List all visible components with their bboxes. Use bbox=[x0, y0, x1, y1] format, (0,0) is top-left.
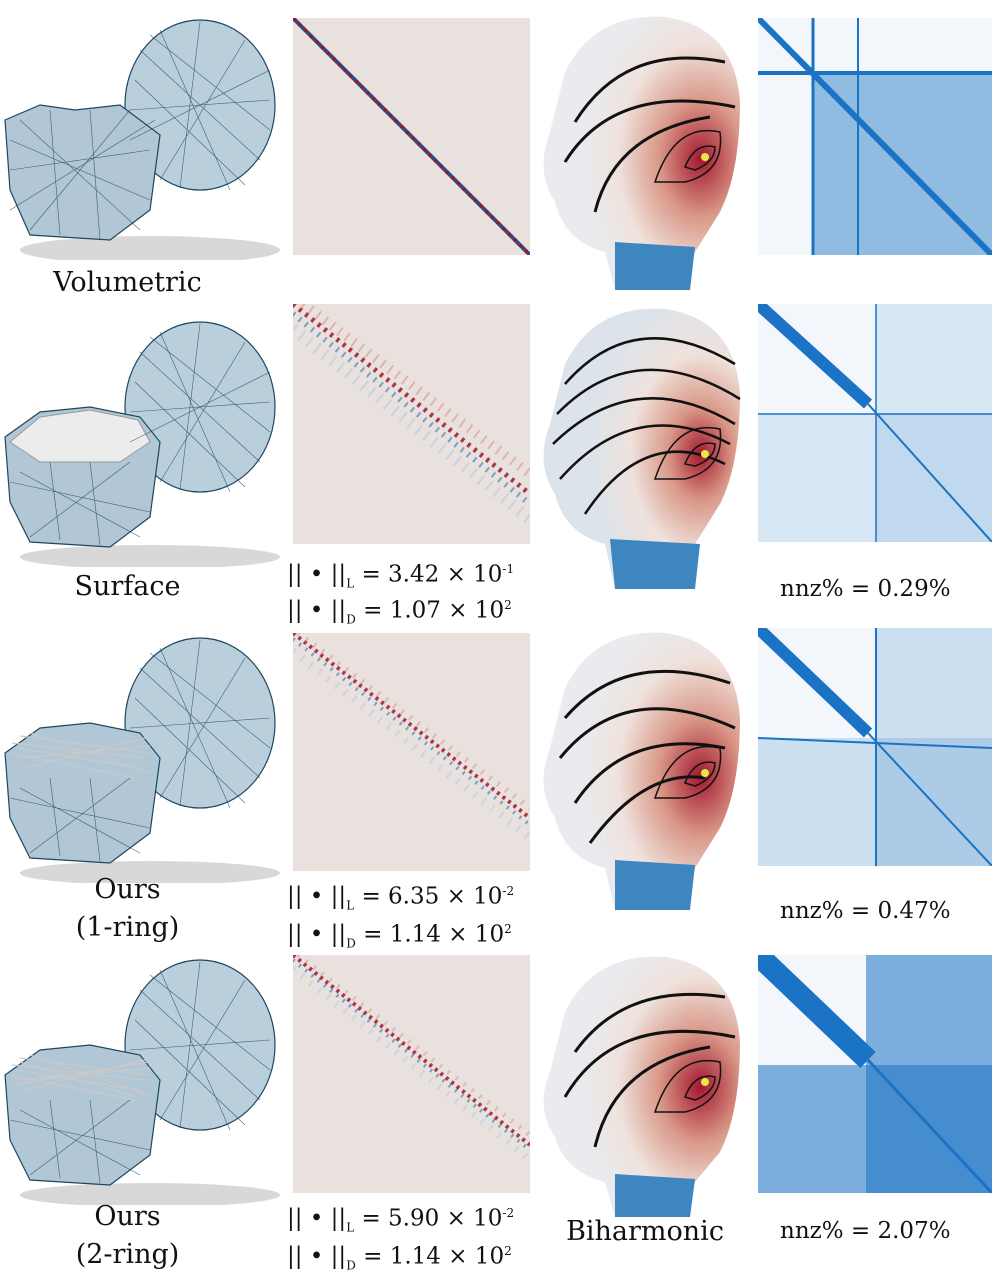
norm-L-value: = 3.42 × 10 bbox=[354, 561, 503, 588]
norm-L: || • ||L = 3.42 × 10-1 bbox=[287, 552, 514, 600]
matrix-heatmap-volumetric bbox=[291, 16, 532, 257]
norm-L-exp: -1 bbox=[502, 562, 515, 576]
head-mesh-ours-1ring-image bbox=[4, 637, 280, 885]
norm-L: || • ||L = 6.35 × 10-2 bbox=[287, 874, 514, 922]
norm-L-value: = 5.90 × 10 bbox=[354, 1205, 503, 1232]
sparsity-plot bbox=[753, 299, 993, 543]
matrix-heatmap-ours-2ring bbox=[290, 953, 533, 1193]
sparsity-surface bbox=[753, 299, 993, 543]
nnz-percent: nnz% = 0.29% bbox=[780, 576, 951, 602]
mesh-render bbox=[0, 312, 285, 569]
norm-D: || • ||D = 1.07 × 102 bbox=[287, 588, 512, 636]
head-biharmonic-ours-2ring-image bbox=[543, 956, 740, 1217]
sparsity-plot bbox=[750, 947, 994, 1195]
sparsity-plot bbox=[753, 623, 993, 867]
biharmonic-render bbox=[535, 952, 750, 1217]
head-mesh-surface-image bbox=[4, 321, 280, 569]
norm-D-sub: D bbox=[346, 612, 356, 627]
matrix-heatmap bbox=[290, 953, 533, 1193]
norm-D-exp: 2 bbox=[504, 1244, 512, 1258]
norm-D: || • ||D = 1.14 × 102 bbox=[287, 1234, 512, 1282]
mesh-render bbox=[0, 628, 285, 885]
matrix-heatmap-surface bbox=[289, 299, 534, 544]
norm-L-prefix: || • || bbox=[287, 883, 347, 910]
mesh-render bbox=[0, 950, 285, 1207]
norm-L-sub: L bbox=[346, 1220, 355, 1235]
nnz-percent: nnz% = 0.47% bbox=[780, 898, 951, 924]
biharmonic-render bbox=[535, 628, 750, 910]
norm-D-prefix: || • || bbox=[287, 597, 347, 624]
method-label: Surface bbox=[74, 571, 181, 602]
norm-L-sub: L bbox=[346, 898, 355, 913]
norm-L-sub: L bbox=[346, 576, 355, 591]
norm-D-sub: D bbox=[346, 936, 356, 951]
norm-D-value: = 1.14 × 10 bbox=[355, 1243, 505, 1270]
method-label: Ours bbox=[94, 874, 161, 905]
method-label: Ours bbox=[94, 1201, 161, 1232]
norm-L-value: = 6.35 × 10 bbox=[354, 883, 503, 910]
head-mesh-ours-2ring-image bbox=[4, 959, 280, 1207]
matrix-heatmap bbox=[289, 299, 534, 544]
nnz-percent: nnz% = 2.07% bbox=[780, 1218, 951, 1244]
row-ours-2ring: Ours (2-ring) || • ||L = 5.90 × 10-2 || … bbox=[0, 947, 1000, 1277]
sparsity-ours-1ring bbox=[753, 623, 993, 867]
biharmonic-render bbox=[535, 304, 750, 589]
method-label-line2: (2-ring) bbox=[75, 1239, 180, 1270]
sparsity-plot bbox=[755, 15, 995, 258]
row-surface: Surface || • ||L = 3.42 × 10-1 || • ||D … bbox=[0, 298, 1000, 628]
norm-D-prefix: || • || bbox=[287, 1243, 347, 1270]
norm-D: || • ||D = 1.14 × 102 bbox=[287, 912, 512, 960]
norm-L-prefix: || • || bbox=[287, 561, 347, 588]
row-ours-1ring: Ours (1-ring) || • ||L = 6.35 × 10-2 || … bbox=[0, 623, 1000, 950]
method-label-line2: (1-ring) bbox=[75, 912, 180, 943]
matrix-heatmap-ours-1ring bbox=[290, 630, 533, 871]
sparsity-ours-2ring bbox=[750, 947, 994, 1195]
mesh-render bbox=[0, 10, 285, 264]
norm-D-exp: 2 bbox=[504, 922, 512, 936]
norm-D-sub: D bbox=[346, 1258, 356, 1273]
biharmonic-render bbox=[535, 12, 750, 290]
biharmonic-label: Biharmonic bbox=[566, 1216, 724, 1247]
norm-D-value: = 1.14 × 10 bbox=[355, 921, 505, 948]
norm-D-value: = 1.07 × 10 bbox=[355, 597, 505, 624]
norm-D-prefix: || • || bbox=[287, 921, 347, 948]
method-label: Volumetric bbox=[53, 267, 202, 298]
norm-D-exp: 2 bbox=[504, 598, 512, 612]
matrix-heatmap bbox=[290, 630, 533, 871]
norm-L-exp: -2 bbox=[502, 1206, 515, 1220]
matrix-heatmap bbox=[291, 16, 532, 257]
head-mesh-volumetric-image bbox=[4, 19, 280, 264]
row-volumetric: Volumetric bbox=[0, 0, 1000, 300]
head-biharmonic-volumetric-image bbox=[543, 16, 740, 290]
norm-L-exp: -2 bbox=[502, 884, 515, 898]
norm-L-prefix: || • || bbox=[287, 1205, 347, 1232]
head-biharmonic-ours-1ring-image bbox=[543, 632, 740, 910]
sparsity-volumetric bbox=[755, 15, 995, 258]
norm-L: || • ||L = 5.90 × 10-2 bbox=[287, 1196, 514, 1244]
head-biharmonic-surface-image bbox=[543, 308, 741, 589]
